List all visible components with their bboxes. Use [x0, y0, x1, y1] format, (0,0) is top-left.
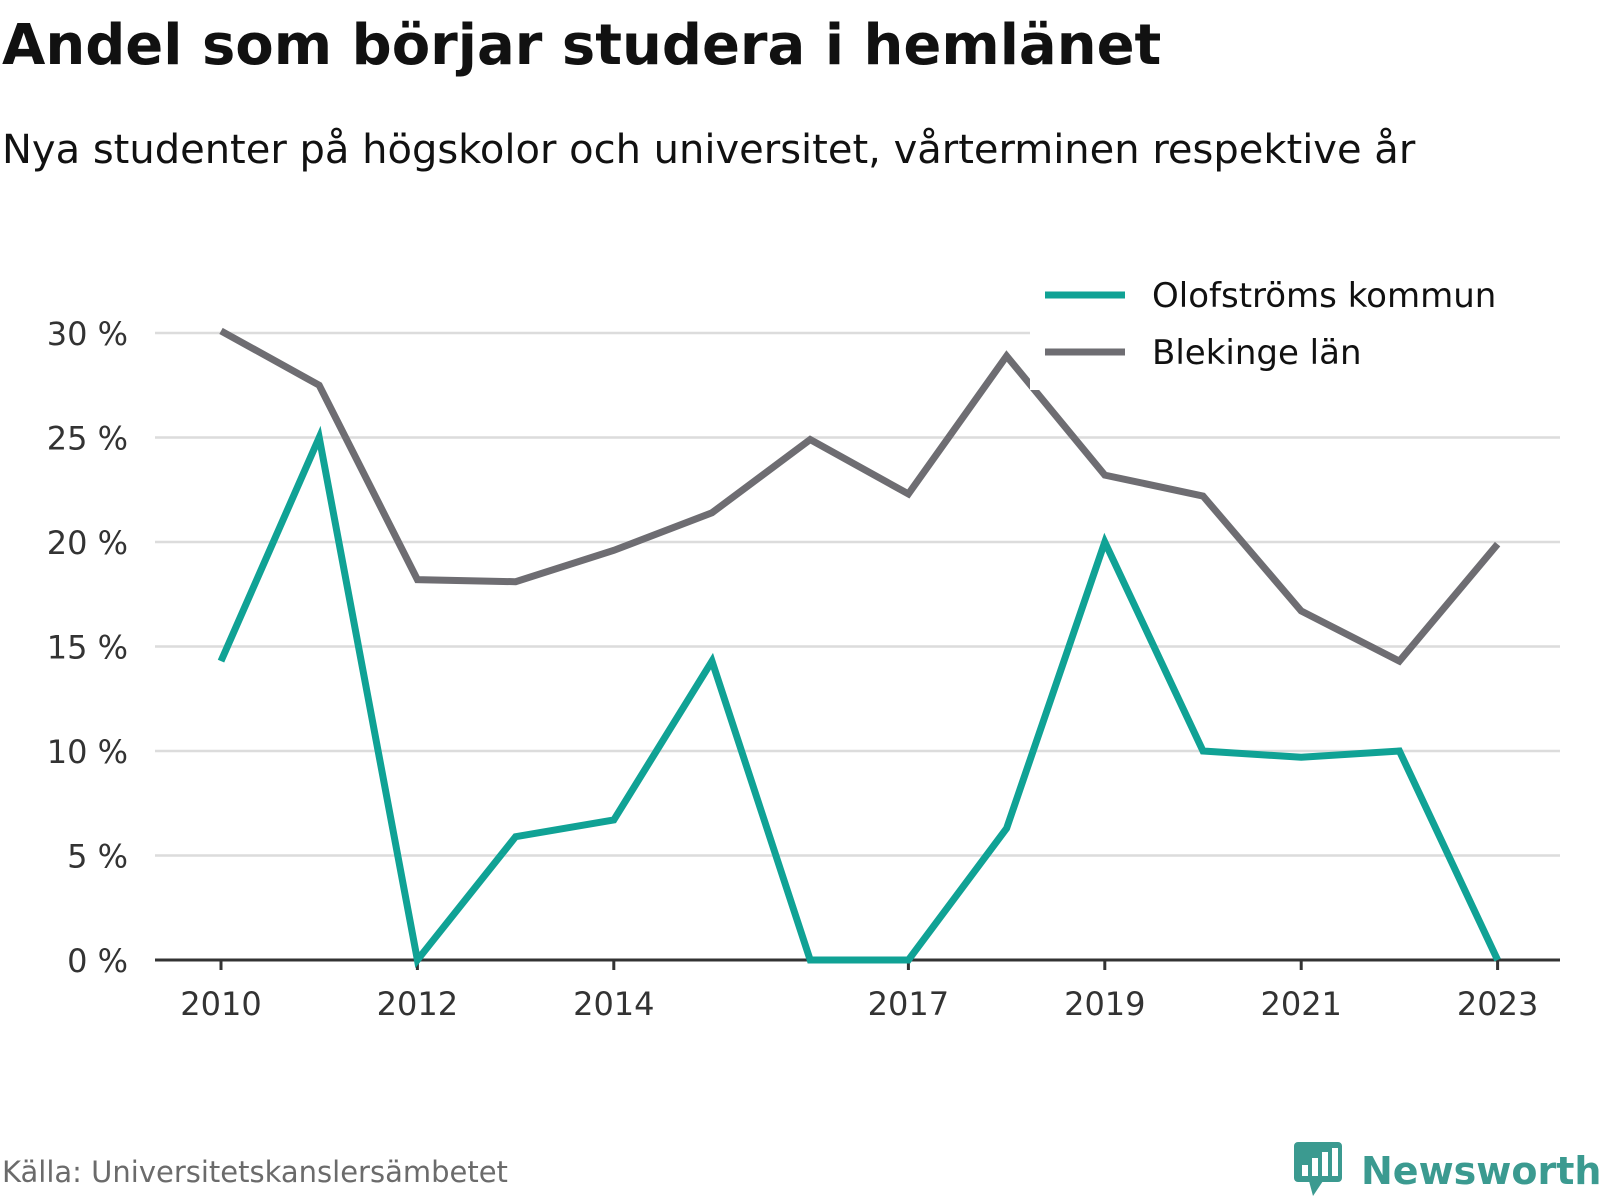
- y-tick-label: 20 %: [47, 524, 128, 562]
- y-tick-label: 15 %: [47, 629, 128, 667]
- x-tick-label: 2017: [868, 985, 949, 1023]
- grid-lines: [155, 331, 1560, 857]
- series-line-1: [219, 327, 1501, 666]
- brand-logo: Newsworthy: [1293, 1142, 1600, 1200]
- x-tick-label: 2012: [377, 985, 458, 1023]
- brand-name: Newsworthy: [1361, 1149, 1600, 1193]
- x-axis: 2010 2012 2014 2017 2019 2021 2023: [155, 958, 1560, 1023]
- legend-label: Blekinge län: [1152, 333, 1362, 373]
- y-tick-label: 30 %: [47, 315, 128, 353]
- chart-title: Andel som börjar studera i hemlänet: [2, 13, 1162, 78]
- x-tick-label: 2021: [1260, 985, 1341, 1023]
- y-axis: 0 % 5 % 10 % 15 % 20 % 25 % 30 %: [47, 315, 128, 980]
- series-lines: [217, 327, 1501, 969]
- bar-chart-speech-bubble-icon: [1293, 1141, 1347, 1201]
- x-tick-label: 2010: [180, 985, 261, 1023]
- y-tick-label: 0 %: [67, 942, 128, 980]
- series-line-0: [217, 425, 1501, 969]
- line-chart: 0 %5 %10 %15 %20 %25 %30 % 2010 2012 2014 2…: [46, 268, 1560, 1023]
- x-tick-label: 2014: [573, 985, 654, 1023]
- y-tick-label: 10 %: [47, 733, 128, 771]
- y-tick-label: 5 %: [67, 838, 128, 876]
- legend: Olofströms kommun Blekinge län: [1030, 268, 1560, 390]
- legend-label: Olofströms kommun: [1152, 276, 1496, 316]
- chart-subtitle: Nya studenter på högskolor och universit…: [2, 127, 1416, 173]
- legend-background: [1030, 268, 1560, 390]
- x-tick-label: 2019: [1064, 985, 1145, 1023]
- source-note: Källa: Universitetskanslersämbetet: [2, 1155, 508, 1189]
- y-tick-label: 25 %: [47, 420, 128, 458]
- x-tick-label: 2023: [1457, 985, 1538, 1023]
